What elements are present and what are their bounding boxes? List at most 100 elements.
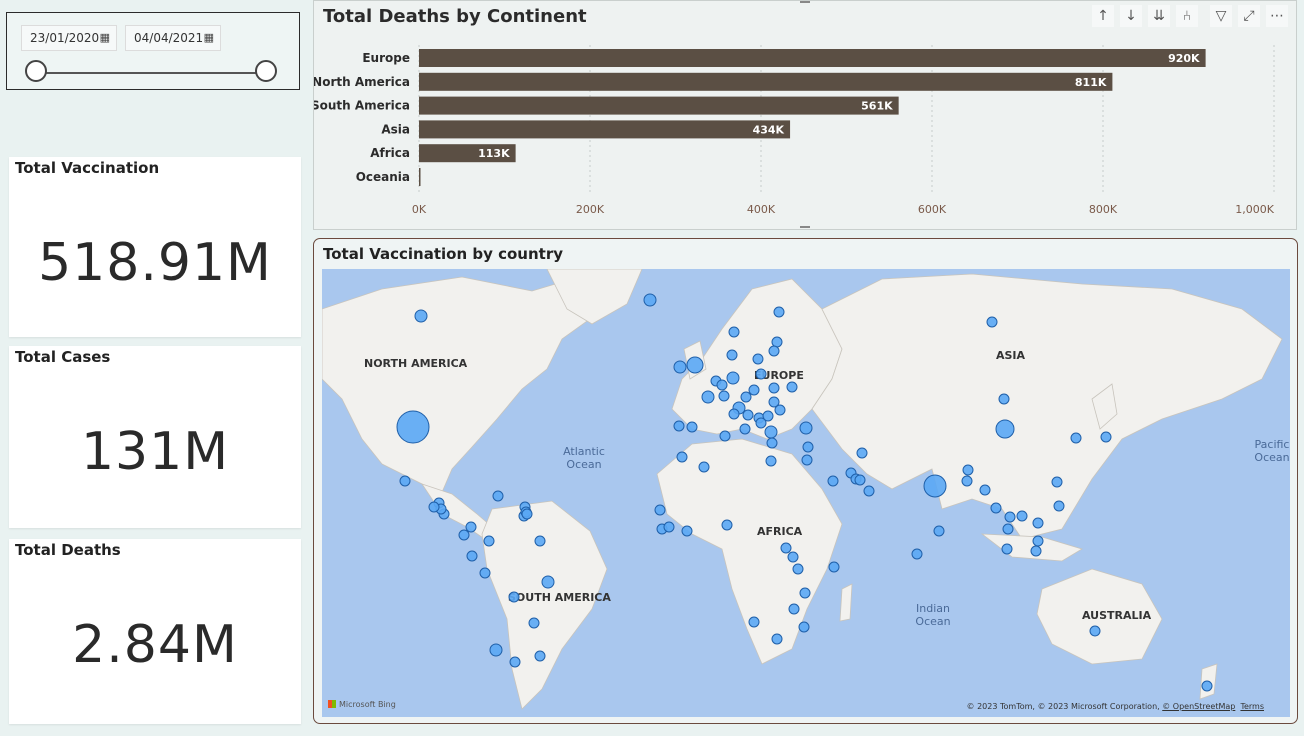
country-bubble[interactable] (986, 316, 998, 328)
start-date-handle[interactable] (25, 60, 47, 82)
country-bubble[interactable] (528, 617, 540, 629)
country-bubble[interactable] (933, 525, 945, 537)
country-bubble[interactable] (1100, 431, 1112, 443)
bar[interactable] (419, 96, 899, 115)
country-bubble[interactable] (1051, 476, 1063, 488)
country-bubble[interactable] (686, 356, 704, 374)
country-bubble[interactable] (686, 421, 698, 433)
date-slider-track[interactable] (37, 72, 269, 74)
country-bubble[interactable] (673, 420, 685, 432)
country-bubble[interactable] (465, 521, 477, 533)
country-bubble[interactable] (1089, 625, 1101, 637)
country-bubble[interactable] (414, 309, 428, 323)
country-bubble[interactable] (979, 484, 991, 496)
country-bubble[interactable] (995, 419, 1015, 439)
map-canvas[interactable]: NORTH AMERICA EUROPE ASIA AFRICA SOUTH A… (322, 269, 1290, 717)
more-options-icon[interactable]: ⋯ (1266, 5, 1288, 27)
country-bubble[interactable] (856, 447, 868, 459)
country-bubble[interactable] (748, 384, 760, 396)
country-bubble[interactable] (1053, 500, 1065, 512)
bar[interactable] (419, 72, 1113, 91)
focus-mode-icon[interactable]: ⤢ (1238, 5, 1260, 27)
country-bubble[interactable] (764, 425, 778, 439)
country-bubble[interactable] (799, 421, 813, 435)
country-bubble[interactable] (1004, 511, 1016, 523)
country-bubble[interactable] (1016, 510, 1028, 522)
country-bubble[interactable] (786, 381, 798, 393)
end-date-handle[interactable] (255, 60, 277, 82)
country-bubble[interactable] (721, 519, 733, 531)
country-bubble[interactable] (773, 306, 785, 318)
bar[interactable] (419, 144, 516, 163)
country-bubble[interactable] (643, 293, 657, 307)
country-bubble[interactable] (654, 504, 666, 516)
country-bubble[interactable] (762, 410, 774, 422)
country-bubble[interactable] (1002, 523, 1014, 535)
country-bubble[interactable] (827, 475, 839, 487)
country-bubble[interactable] (1070, 432, 1082, 444)
resize-handle[interactable] (800, 1, 810, 3)
country-bubble[interactable] (799, 587, 811, 599)
country-bubble[interactable] (792, 563, 804, 575)
country-bubble[interactable] (663, 521, 675, 533)
country-bubble[interactable] (768, 382, 780, 394)
country-bubble[interactable] (483, 535, 495, 547)
country-bubble[interactable] (726, 349, 738, 361)
country-bubble[interactable] (719, 430, 731, 442)
country-bubble[interactable] (1032, 517, 1044, 529)
country-bubble[interactable] (716, 379, 728, 391)
country-bubble[interactable] (755, 368, 767, 380)
country-bubble[interactable] (787, 551, 799, 563)
country-bubble[interactable] (399, 475, 411, 487)
country-bubble[interactable] (911, 548, 923, 560)
country-bubble[interactable] (990, 502, 1002, 514)
country-bubble[interactable] (521, 508, 533, 520)
expand-hierarchy-icon[interactable]: ⑃ (1176, 5, 1198, 27)
calendar-icon[interactable]: ▦ (99, 31, 110, 44)
bar[interactable] (419, 168, 421, 186)
start-date-input[interactable]: 23/01/2020 ▦ (21, 25, 117, 51)
country-bubble[interactable] (768, 345, 780, 357)
country-bubble[interactable] (728, 326, 740, 338)
country-bubble[interactable] (854, 474, 866, 486)
country-bubble[interactable] (728, 408, 740, 420)
country-bubble[interactable] (681, 525, 693, 537)
total-cases-card[interactable]: Total Cases 131M (9, 346, 301, 528)
country-bubble[interactable] (755, 417, 767, 429)
country-bubble[interactable] (1001, 543, 1013, 555)
country-bubble[interactable] (863, 485, 875, 497)
country-bubble[interactable] (740, 391, 752, 403)
country-bubble[interactable] (771, 633, 783, 645)
country-bubble[interactable] (1201, 680, 1213, 692)
country-bubble[interactable] (508, 591, 520, 603)
country-bubble[interactable] (673, 360, 687, 374)
country-bubble[interactable] (428, 501, 440, 513)
vaccination-map-visual[interactable]: Total Vaccination by country (313, 238, 1298, 724)
country-bubble[interactable] (458, 529, 470, 541)
country-bubble[interactable] (541, 575, 555, 589)
country-bubble[interactable] (1032, 535, 1044, 547)
country-bubble[interactable] (698, 461, 710, 473)
country-bubble[interactable] (701, 390, 715, 404)
country-bubble[interactable] (798, 621, 810, 633)
country-bubble[interactable] (534, 650, 546, 662)
country-bubble[interactable] (923, 474, 947, 498)
country-bubble[interactable] (961, 475, 973, 487)
deaths-by-continent-visual[interactable]: Total Deaths by Continent ↑ ↓ ⇊ ⑃ ▽ ⤢ ⋯ … (313, 0, 1297, 230)
country-bubble[interactable] (396, 410, 430, 444)
double-arrow-down-icon[interactable]: ⇊ (1148, 5, 1170, 27)
country-bubble[interactable] (766, 437, 778, 449)
filter-icon[interactable]: ▽ (1210, 5, 1232, 27)
calendar-icon[interactable]: ▦ (203, 31, 214, 44)
country-bubble[interactable] (492, 490, 504, 502)
country-bubble[interactable] (765, 455, 777, 467)
country-bubble[interactable] (768, 396, 780, 408)
country-bubble[interactable] (534, 535, 546, 547)
bar[interactable] (419, 49, 1206, 67)
arrow-down-icon[interactable]: ↓ (1120, 5, 1142, 27)
country-bubble[interactable] (998, 393, 1010, 405)
terms-link[interactable]: Terms (1240, 702, 1264, 711)
country-bubble[interactable] (726, 371, 740, 385)
country-bubble[interactable] (828, 561, 840, 573)
country-bubble[interactable] (466, 550, 478, 562)
